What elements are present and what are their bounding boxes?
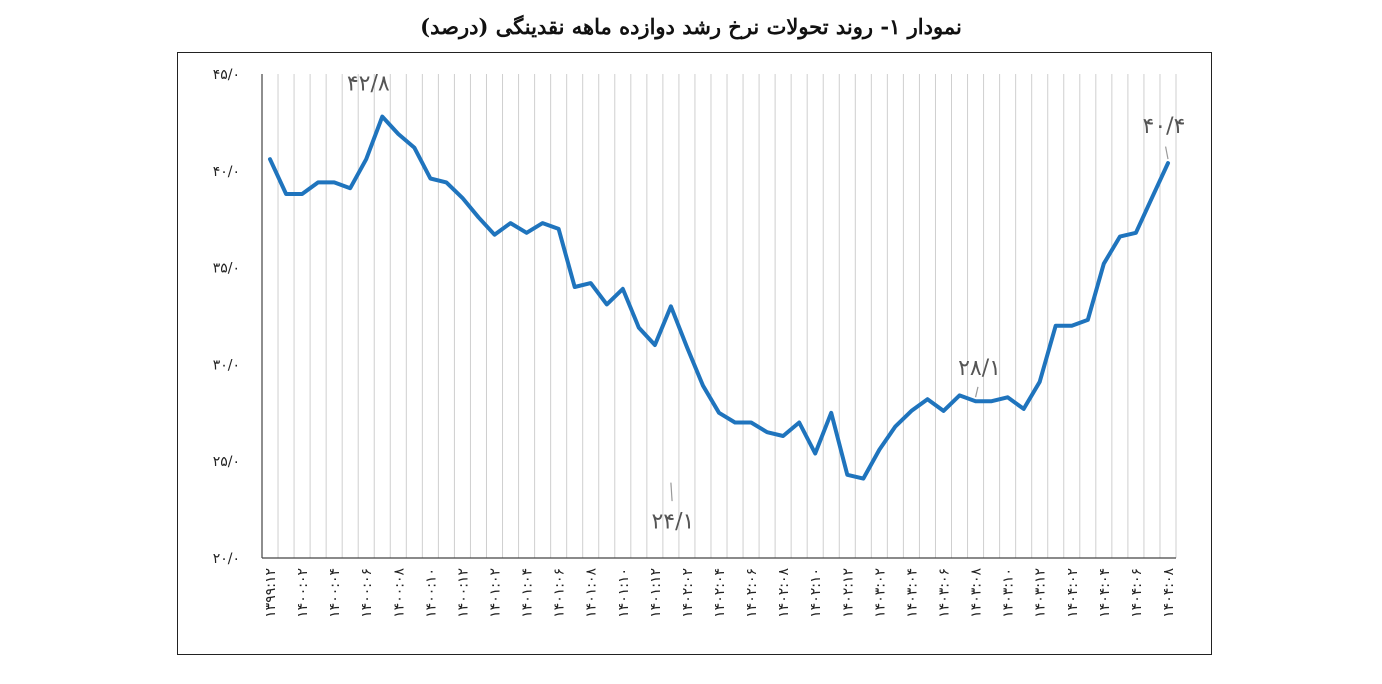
x-tick-label: ۱۴۰۱:۰۸ xyxy=(584,568,600,618)
series-line xyxy=(268,114,1170,481)
x-tick-label: ۱۴۰۳:۰۶ xyxy=(936,568,952,618)
data-label: ۴۲/۸ xyxy=(347,72,390,97)
x-tick-label: ۱۴۰۱:۱۲ xyxy=(648,568,664,618)
x-axis: ۱۳۹۹:۱۲ ۱۴۰۰:۰۲ ۱۴۰۰:۰۴ ۱۴۰۰:۰۶ ۱۴۰۰:۰۸ ۱۴۰۰:… xyxy=(262,557,1177,618)
x-tick-label: ۱۳۹۹:۱۲ xyxy=(263,568,279,618)
y-axis: ۲۰/۰ ۲۵/۰ ۳۰/۰ ۳۵/۰ ۴۰/۰ ۴۵/۰ xyxy=(213,67,263,567)
x-tick-label: ۱۴۰۰:۱۰ xyxy=(423,568,439,618)
x-tick-label: ۱۴۰۳:۱۲ xyxy=(1033,568,1049,618)
x-tick-label: ۱۴۰۰:۰۸ xyxy=(391,568,407,618)
x-tick-label: ۱۴۰۰:۱۲ xyxy=(455,568,471,618)
x-tick-label: ۱۴۰۳:۰۲ xyxy=(872,568,888,618)
x-tick-label: ۱۴۰۴:۰۲ xyxy=(1065,568,1081,618)
vertical-gridlines xyxy=(277,74,1177,558)
x-tick-label: ۱۴۰۲:۱۲ xyxy=(840,568,856,618)
x-tick-label: ۱۴۰۲:۰۸ xyxy=(776,568,792,618)
y-tick-label: ۳۵/۰ xyxy=(213,261,240,277)
x-tick-label: ۱۴۰۲:۱۰ xyxy=(808,568,824,618)
series-layer xyxy=(268,114,1170,481)
y-tick-label: ۴۵/۰ xyxy=(213,67,240,83)
x-tick-label: ۱۴۰۲:۰۶ xyxy=(744,568,760,618)
data-label-leader xyxy=(1164,146,1169,160)
chart-title: نمودار ۱- روند تحولات نرخ رشد دوازده ماه… xyxy=(420,14,962,39)
x-tick-label: ۱۴۰۱:۰۲ xyxy=(488,568,504,618)
x-tick-label: ۱۴۰۴:۰۶ xyxy=(1129,568,1145,618)
x-tick-label: ۱۴۰۴:۰۴ xyxy=(1097,568,1113,618)
x-tick-label: ۱۴۰۴:۰۸ xyxy=(1161,568,1177,618)
x-tick-label: ۱۴۰۳:۰۴ xyxy=(904,568,920,618)
x-tick-label: ۱۴۰۰:۰۲ xyxy=(295,568,311,618)
data-label: ۲۸/۱ xyxy=(958,356,1001,381)
data-label: ۴۰/۴ xyxy=(1143,114,1186,139)
x-tick-label: ۱۴۰۱:۰۴ xyxy=(520,568,536,618)
x-tick-label: ۱۴۰۳:۰۸ xyxy=(969,568,985,618)
y-tick-label: ۳۰/۰ xyxy=(213,357,240,373)
x-tick-label: ۱۴۰۲:۰۲ xyxy=(680,568,696,618)
x-tick-label: ۱۴۰۳:۱۰ xyxy=(1001,568,1017,618)
x-tick-label: ۱۴۰۱:۰۶ xyxy=(552,568,568,618)
x-tick-label: ۱۴۰۰:۰۶ xyxy=(359,568,375,618)
data-labels: ۴۲/۸ ۲۴/۱ ۲۸/۱ ۴۰/۴ xyxy=(347,72,1186,535)
x-tick-label: ۱۴۰۰:۰۴ xyxy=(327,568,343,618)
y-tick-label: ۲۰/۰ xyxy=(213,551,240,567)
y-tick-label: ۲۵/۰ xyxy=(213,454,240,470)
chart-frame xyxy=(177,52,1212,655)
x-tick-label: ۱۴۰۱:۱۰ xyxy=(616,568,632,618)
x-tick-label: ۱۴۰۲:۰۴ xyxy=(712,568,728,618)
y-tick-label: ۴۰/۰ xyxy=(213,164,240,180)
data-label-leader xyxy=(974,386,979,398)
data-label-leader xyxy=(670,482,673,502)
data-label: ۲۴/۱ xyxy=(651,510,694,535)
